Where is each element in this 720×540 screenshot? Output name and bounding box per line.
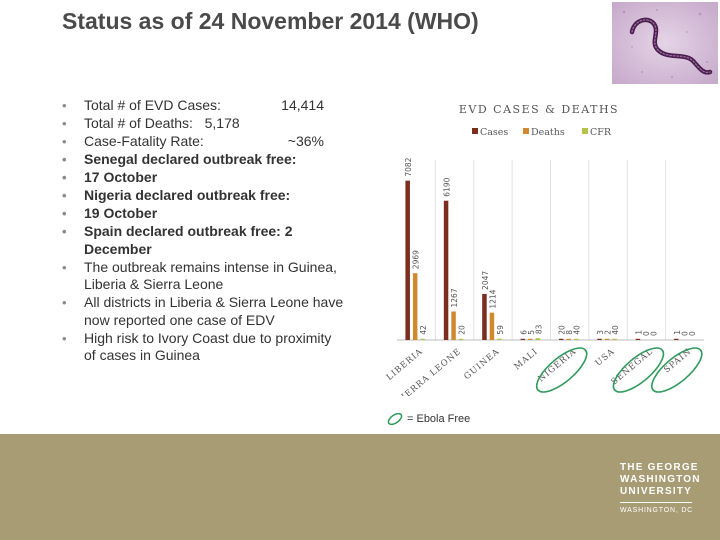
ebola-virus-image xyxy=(612,2,718,84)
data-label-cfr: 83 xyxy=(534,324,543,334)
category-label-sierra-leone: SIERRA LEONE xyxy=(395,347,464,396)
ebola-free-circle xyxy=(612,347,665,393)
bullet-nigeria-date: 19 October xyxy=(62,205,344,223)
gwu-location: WASHINGTON, DC xyxy=(620,507,694,514)
bar-cfr xyxy=(458,338,464,340)
gwu-line-1: THE GEORGE xyxy=(620,462,699,473)
bar-cfr xyxy=(535,338,541,340)
bullet-nigeria: Nigeria declared outbreak free: xyxy=(62,187,344,205)
data-label-cfr: 40 xyxy=(611,325,620,335)
data-label-cases: 1 xyxy=(634,330,643,335)
footer-band xyxy=(0,434,720,540)
data-label-deaths: 5 xyxy=(527,330,536,335)
bullet-total-deaths: Total # of Deaths: 5,178 xyxy=(62,115,344,133)
bar-cases xyxy=(405,180,410,340)
bar-deaths xyxy=(604,338,610,340)
data-label-deaths: 1214 xyxy=(488,289,497,308)
gwu-logo: THE GEORGE WASHINGTON UNIVERSITY WASHING… xyxy=(620,462,701,514)
data-label-cfr: 0 xyxy=(649,331,658,336)
green-ellipse-icon xyxy=(387,413,403,425)
data-label-deaths: 1267 xyxy=(450,288,459,307)
gwu-line-2: WASHINGTON xyxy=(620,474,701,485)
bullet-senegal-date: 17 October xyxy=(62,169,344,187)
bullet-all-districts: All districts in Liberia & Sierra Leone … xyxy=(62,294,344,329)
bar-cfr xyxy=(573,338,579,340)
data-label-cfr: 20 xyxy=(458,325,467,335)
legend-swatch-deaths xyxy=(523,128,529,134)
slide-title: Status as of 24 November 2014 (WHO) xyxy=(62,8,479,34)
bar-deaths xyxy=(528,338,533,340)
category-label-senegal: SENEGAL xyxy=(610,347,656,388)
category-label-nigeria: NIGERIA xyxy=(536,347,578,385)
evd-cases-deaths-chart: EVD CASES & DEATHS Cases Deaths CFR 7082 2969… xyxy=(385,103,704,396)
status-bullet-list: Total # of EVD Cases:14,414 Total # of D… xyxy=(62,97,344,365)
total-cases-value: 14,414 xyxy=(281,97,324,113)
gwu-divider xyxy=(620,502,692,503)
bar-cfr xyxy=(612,338,617,340)
category-label-mali: MALI xyxy=(512,347,540,373)
data-label-cases: 20 xyxy=(558,325,567,335)
data-label-cfr: 42 xyxy=(419,325,428,335)
bullet-outbreak-intense: The outbreak remains intense in Guinea, … xyxy=(62,259,344,294)
bar-cfr xyxy=(420,338,425,340)
data-label-cfr: 0 xyxy=(688,331,697,336)
data-label-cases: 7082 xyxy=(404,157,413,176)
bar-deaths xyxy=(566,338,571,340)
data-label-deaths: 8 xyxy=(565,330,574,335)
data-label-cases: 6 xyxy=(519,330,528,335)
data-label-cases: 1 xyxy=(673,330,682,335)
category-label-guinea: GUINEA xyxy=(462,347,501,382)
data-label-cases: 3 xyxy=(596,330,605,335)
bullet-ivory-coast-risk: High risk to Ivory Coast due to proximit… xyxy=(62,330,344,365)
chart-title: EVD CASES & DEATHS xyxy=(459,103,619,116)
bar-cases xyxy=(482,293,487,340)
data-label-cases: 2047 xyxy=(481,271,490,290)
cfr-value: ~36% xyxy=(287,133,324,149)
ebola-free-legend-text: = Ebola Free xyxy=(407,413,471,425)
bullet-case-fatality-rate: Case-Fatality Rate:~36% xyxy=(62,133,344,151)
legend-label-cfr: CFR xyxy=(590,127,612,138)
legend-label-cases: Cases xyxy=(480,127,508,138)
data-label-cfr: 40 xyxy=(573,325,582,335)
bar-cases xyxy=(674,338,679,340)
data-label-cases: 6190 xyxy=(443,177,452,196)
ebola-free-legend: = Ebola Free xyxy=(386,413,470,425)
data-label-deaths: 0 xyxy=(680,331,689,336)
data-label-deaths: 2969 xyxy=(412,250,421,269)
bullet-total-cases: Total # of EVD Cases:14,414 xyxy=(62,97,344,115)
bar-deaths xyxy=(412,273,418,340)
legend-swatch-cfr xyxy=(582,128,588,134)
ebola-free-circle xyxy=(535,347,588,393)
data-label-deaths: 2 xyxy=(604,330,613,335)
bar-cfr xyxy=(497,338,502,340)
data-label-deaths: 0 xyxy=(642,331,651,336)
bar-cases xyxy=(443,200,449,340)
bar-cases xyxy=(635,338,641,340)
bullet-senegal: Senegal declared outbreak free: xyxy=(62,151,344,169)
bar-cases xyxy=(558,338,564,340)
legend-label-deaths: Deaths xyxy=(531,127,565,138)
ebola-free-circle xyxy=(651,347,703,393)
bullet-spain: Spain declared outbreak free: 2 December xyxy=(62,223,344,258)
gwu-line-3: UNIVERSITY xyxy=(620,486,693,497)
bar-deaths xyxy=(489,312,495,340)
data-label-cfr: 59 xyxy=(496,325,505,335)
legend-swatch-cases xyxy=(472,128,478,134)
category-label-spain: SPAIN xyxy=(662,347,693,376)
bar-cases xyxy=(520,338,526,340)
bar-deaths xyxy=(451,311,456,340)
category-label-usa: USA xyxy=(594,347,617,369)
bar-cases xyxy=(597,338,602,340)
total-deaths-value: 5,178 xyxy=(204,115,240,131)
